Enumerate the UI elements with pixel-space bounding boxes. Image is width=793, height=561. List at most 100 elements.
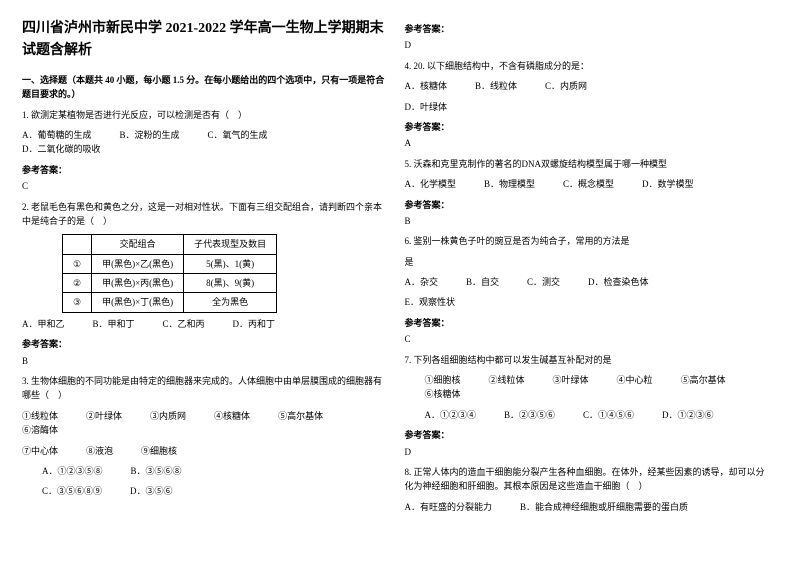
section-header: 一、选择题（本题共 40 小题，每小题 1.5 分。在每小题给出的四个选项中，只… [22,73,385,102]
q7-i5: ⑤高尔基体 [681,373,726,387]
q6-sub: 是 [405,255,772,269]
page-title: 四川省泸州市新民中学 2021-2022 学年高一生物上学期期末试题含解析 [22,18,385,63]
q4-opt-b: B．线粒体 [475,79,517,93]
q4-ans-label: 参考答案： [405,120,772,134]
q3-i2: ②叶绿体 [86,409,122,423]
q5-ans: B [405,214,772,228]
q7-ans-label: 参考答案： [405,428,772,442]
th1: 交配组合 [92,235,184,254]
q2-ans-label: 参考答案： [22,337,385,351]
q1-opt-a: A．葡萄糖的生成 [22,128,92,142]
q6-options: A．杂交 B．自交 C．测交 D．检查染色体 [405,275,772,289]
q4-opt-c: C．内质网 [545,79,587,93]
q6-ans-label: 参考答案： [405,316,772,330]
q1-opt-c: C．氧气的生成 [208,128,268,142]
th-blank [63,235,92,254]
left-column: 四川省泸州市新民中学 2021-2022 学年高一生物上学期期末试题含解析 一、… [22,18,397,543]
q4-stem: 4. 20. 以下细胞结构中，不含有磷脂成分的是： [405,59,772,73]
q4-opt-a: A．核糖体 [405,79,448,93]
q3-i6: ⑥溶酶体 [22,423,58,437]
q5-ans-label: 参考答案： [405,198,772,212]
q2-options: A．甲和乙 B．甲和丁 C．乙和丙 D．丙和丁 [22,317,385,331]
q2-opt-d: D．丙和丁 [233,317,276,331]
q4-options2: D．叶绿体 [405,100,772,114]
q7-i1: ①细胞核 [425,373,461,387]
q1-opt-b: B．淀粉的生成 [120,128,180,142]
q1-options: A．葡萄糖的生成 B．淀粉的生成 C．氧气的生成 D．二氧化碳的吸收 [22,128,385,157]
q6-opt-a: A．杂交 [405,275,439,289]
q3-i9: ⑨细胞核 [141,444,177,458]
q7-opt-a: A．①②③④ [425,408,477,422]
q2-stem: 2. 老鼠毛色有黑色和黄色之分，这是一对相对性状。下面有三组交配组合，请判断四个… [22,200,385,229]
q3-i8: ⑧液泡 [86,444,113,458]
q7-i2: ②线粒体 [489,373,525,387]
th2: 子代表现型及数目 [184,235,277,254]
q6-opt-c: C．测交 [527,275,560,289]
q1-opt-d: D．二氧化碳的吸收 [22,142,101,156]
q6-opt-e: E．观察性状 [405,295,456,309]
q6-opt-b: B．自交 [466,275,499,289]
q3-items2: ⑦中心体 ⑧液泡 ⑨细胞核 [22,444,385,458]
q8-opt-b: B．能合成神经细胞或肝细胞需要的蛋白质 [520,500,688,514]
q7-i4: ④中心粒 [617,373,653,387]
r1c2: 5(黑)、1(黄) [184,254,277,273]
q5-opt-d: D．数学模型 [642,177,694,191]
q3-i3: ③内质网 [150,409,186,423]
q6-ans: C [405,332,772,346]
q4-ans: A [405,136,772,150]
q3-opt-c: C．③⑤⑥⑧⑨ [42,484,102,498]
q3-items1: ①线粒体 ②叶绿体 ③内质网 ④核糖体 ⑤高尔基体 ⑥溶酶体 [22,409,385,438]
q7-opt-c: C．①④⑤⑥ [583,408,634,422]
q2-opt-b: B．甲和丁 [93,317,135,331]
q5-options: A．化学模型 B．物理模型 C．概念模型 D．数学模型 [405,177,772,191]
r3c2: 全为黑色 [184,293,277,312]
r1c1: 甲(黑色)×乙(黑色) [92,254,184,273]
q7-ans: D [405,445,772,459]
r2c0: ② [63,274,92,293]
q3-stem: 3. 生物体细胞的不同功能是由特定的细胞器来完成的。人体细胞中由单层膜围成的细胞… [22,374,385,403]
q7-i3: ③叶绿体 [553,373,589,387]
q2-table: 交配组合 子代表现型及数目 ① 甲(黑色)×乙(黑色) 5(黑)、1(黄) ② … [62,234,277,313]
q2-opt-c: C．乙和丙 [163,317,205,331]
q7-opt-d: D．①②③⑥ [662,408,714,422]
q8-opt-a: A．有旺盛的分裂能力 [405,500,493,514]
q5-opt-b: B．物理模型 [484,177,535,191]
q3-i4: ④核糖体 [214,409,250,423]
q3-i5: ⑤高尔基体 [278,409,323,423]
q1-ans-label: 参考答案： [22,163,385,177]
q3-ans: D [405,38,772,52]
q5-opt-c: C．概念模型 [563,177,614,191]
q8-stem: 8. 正常人体内的造血干细胞能分裂产生各种血细胞。在体外，经某些因素的诱导，却可… [405,465,772,494]
q3-opt-a: A．①②③⑤⑧ [42,464,103,478]
r1c0: ① [63,254,92,273]
q3-opt-b: B．③⑤⑥⑧ [131,464,182,478]
q6-opt-d: D．检查染色体 [588,275,649,289]
q3-options2: C．③⑤⑥⑧⑨ D．③⑤⑥ [42,484,385,498]
r2c1: 甲(黑色)×丙(黑色) [92,274,184,293]
q1-stem: 1. 欲测定某植物是否进行光反应，可以检测是否有（ ） [22,108,385,122]
q3-options: A．①②③⑤⑧ B．③⑤⑥⑧ [42,464,385,478]
q5-stem: 5. 沃森和克里克制作的著名的DNA双螺旋结构模型属于哪一种模型 [405,157,772,171]
right-column: 参考答案： D 4. 20. 以下细胞结构中，不含有磷脂成分的是： A．核糖体 … [397,18,772,543]
q2-opt-a: A．甲和乙 [22,317,65,331]
q4-options: A．核糖体 B．线粒体 C．内质网 [405,79,772,93]
q3-opt-d: D．③⑤⑥ [130,484,173,498]
q7-options: A．①②③④ B．②③⑤⑥ C．①④⑤⑥ D．①②③⑥ [425,408,772,422]
q7-stem: 7. 下列各组细胞结构中都可以发生碱基互补配对的是 [405,353,772,367]
q4-opt-d: D．叶绿体 [405,100,448,114]
q3-i1: ①线粒体 [22,409,58,423]
q7-i6: ⑥核糖体 [425,387,461,401]
q6-stem: 6. 鉴别一株黄色子叶的豌豆是否为纯合子，常用的方法是 [405,234,772,248]
q7-items: ①细胞核 ②线粒体 ③叶绿体 ④中心粒 ⑤高尔基体 ⑥核糖体 [425,373,772,402]
q2-ans: B [22,354,385,368]
r2c2: 8(黑)、9(黄) [184,274,277,293]
r3c1: 甲(黑色)×丁(黑色) [92,293,184,312]
q6-options2: E．观察性状 [405,295,772,309]
q1-ans: C [22,179,385,193]
q5-opt-a: A．化学模型 [405,177,457,191]
q3-i7: ⑦中心体 [22,444,58,458]
q8-options: A．有旺盛的分裂能力 B．能合成神经细胞或肝细胞需要的蛋白质 [405,500,772,514]
r3c0: ③ [63,293,92,312]
q3-ans-label: 参考答案： [405,22,772,36]
q7-opt-b: B．②③⑤⑥ [504,408,555,422]
